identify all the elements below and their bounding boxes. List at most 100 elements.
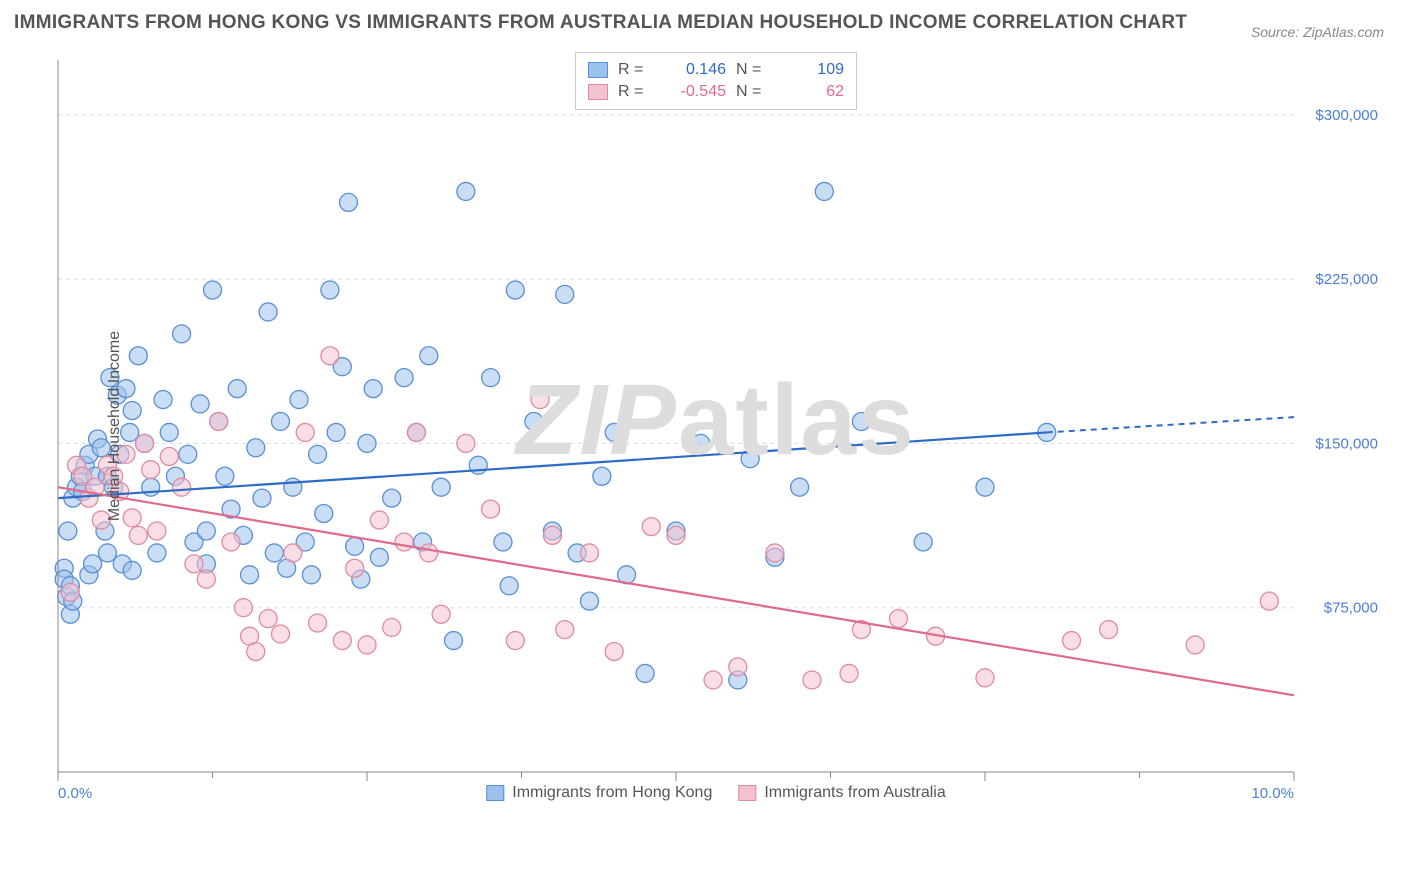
svg-text:$225,000: $225,000 <box>1315 271 1378 288</box>
swatch-au <box>738 785 756 801</box>
scatter-point-hk <box>420 347 438 365</box>
scatter-point-hk <box>636 664 654 682</box>
scatter-point-hk <box>556 285 574 303</box>
chart-title: IMMIGRANTS FROM HONG KONG VS IMMIGRANTS … <box>14 12 1187 34</box>
scatter-point-au <box>123 509 141 527</box>
plot-area: Median Household Income ZIPatlas $75,000… <box>48 50 1384 802</box>
scatter-point-au <box>432 605 450 623</box>
scatter-point-au <box>704 671 722 689</box>
scatter-point-hk <box>290 391 308 409</box>
scatter-point-au <box>482 500 500 518</box>
scatter-point-au <box>346 559 364 577</box>
scatter-point-hk <box>129 347 147 365</box>
legend-row-au: R = -0.545 N = 62 <box>588 81 844 103</box>
scatter-point-au <box>358 636 376 654</box>
scatter-point-au <box>185 555 203 573</box>
svg-text:$75,000: $75,000 <box>1324 600 1378 617</box>
scatter-point-au <box>766 544 784 562</box>
scatter-point-hk <box>482 369 500 387</box>
scatter-point-hk <box>98 544 116 562</box>
r-value-au: -0.545 <box>664 83 726 101</box>
scatter-point-au <box>395 533 413 551</box>
legend-correlation: R = 0.146 N = 109 R = -0.545 N = 62 <box>575 52 857 110</box>
scatter-point-hk <box>173 325 191 343</box>
scatter-point-hk <box>580 592 598 610</box>
scatter-point-au <box>160 448 178 466</box>
scatter-point-au <box>420 544 438 562</box>
regression-line-hk <box>58 432 1047 498</box>
n-value-hk: 109 <box>782 61 844 79</box>
scatter-point-hk <box>815 182 833 200</box>
scatter-point-au <box>173 478 191 496</box>
scatter-point-hk <box>228 380 246 398</box>
scatter-point-au <box>148 522 166 540</box>
scatter-point-au <box>803 671 821 689</box>
svg-text:$300,000: $300,000 <box>1315 107 1378 124</box>
scatter-point-hk <box>358 434 376 452</box>
scatter-point-hk <box>457 182 475 200</box>
scatter-point-hk <box>346 537 364 555</box>
scatter-point-hk <box>370 548 388 566</box>
scatter-point-hk <box>525 412 543 430</box>
series-label-au: Immigrants from Australia <box>764 784 945 802</box>
scatter-point-hk <box>321 281 339 299</box>
scatter-point-au <box>309 614 327 632</box>
scatter-point-hk <box>445 632 463 650</box>
scatter-point-au <box>407 423 425 441</box>
scatter-point-hk <box>241 566 259 584</box>
scatter-point-hk <box>253 489 271 507</box>
scatter-point-hk <box>179 445 197 463</box>
scatter-point-au <box>1186 636 1204 654</box>
scatter-point-hk <box>432 478 450 496</box>
scatter-point-hk <box>315 504 333 522</box>
legend-item-au: Immigrants from Australia <box>738 784 945 802</box>
scatter-point-au <box>1260 592 1278 610</box>
scatter-point-hk <box>364 380 382 398</box>
scatter-point-hk <box>914 533 932 551</box>
regression-line-au <box>58 487 1294 695</box>
scatter-point-hk <box>123 402 141 420</box>
scatter-point-au <box>1100 621 1118 639</box>
scatter-point-au <box>556 621 574 639</box>
n-label: N = <box>736 83 772 101</box>
scatter-point-hk <box>204 281 222 299</box>
scatter-point-au <box>543 526 561 544</box>
scatter-point-au <box>642 518 660 536</box>
series-label-hk: Immigrants from Hong Kong <box>512 784 712 802</box>
scatter-point-au <box>605 643 623 661</box>
scatter-point-hk <box>692 434 710 452</box>
swatch-hk <box>588 62 608 78</box>
y-axis-label: Median Household Income <box>106 331 124 521</box>
scatter-point-hk <box>160 423 178 441</box>
swatch-au <box>588 84 608 100</box>
scatter-point-hk <box>59 522 77 540</box>
scatter-point-au <box>296 423 314 441</box>
scatter-point-au <box>506 632 524 650</box>
scatter-chart: $75,000 $150,000 $225,000 $300,000 0.0% 10.0% <box>48 50 1384 802</box>
scatter-point-au <box>383 618 401 636</box>
scatter-point-au <box>142 461 160 479</box>
scatter-point-au <box>889 610 907 628</box>
scatter-point-hk <box>197 522 215 540</box>
svg-text:0.0%: 0.0% <box>58 785 92 802</box>
r-value-hk: 0.146 <box>664 61 726 79</box>
scatter-point-hk <box>593 467 611 485</box>
scatter-point-hk <box>302 566 320 584</box>
scatter-point-hk <box>791 478 809 496</box>
scatter-point-au <box>667 526 685 544</box>
svg-text:10.0%: 10.0% <box>1251 785 1294 802</box>
scatter-point-hk <box>148 544 166 562</box>
scatter-point-hk <box>500 577 518 595</box>
scatter-point-au <box>61 583 79 601</box>
scatter-point-au <box>247 643 265 661</box>
scatter-point-hk <box>395 369 413 387</box>
scatter-point-hk <box>154 391 172 409</box>
scatter-point-hk <box>191 395 209 413</box>
n-value-au: 62 <box>782 83 844 101</box>
regression-extrapolation-hk <box>1047 417 1294 432</box>
scatter-point-au <box>284 544 302 562</box>
scatter-point-au <box>531 391 549 409</box>
scatter-point-hk <box>84 555 102 573</box>
scatter-point-au <box>457 434 475 452</box>
svg-text:$150,000: $150,000 <box>1315 435 1378 452</box>
